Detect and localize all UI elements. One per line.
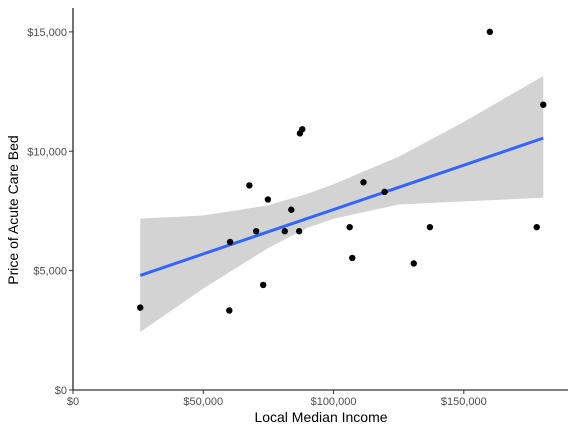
data-points-layer [137, 28, 547, 314]
data-point [137, 304, 144, 311]
data-point [360, 179, 367, 186]
data-point [226, 238, 234, 246]
ticks-layer: $0 $50,000 $100,000 $150,000 $0 $5,000 $10,000… [27, 27, 487, 408]
x-tick-label: $150,000 [441, 396, 487, 408]
data-point [486, 28, 494, 36]
regression-line [139, 136, 544, 277]
data-point [381, 188, 388, 196]
x-axis-title: Local Median Income [254, 409, 387, 425]
data-point [426, 223, 434, 231]
y-tick-label: $15,000 [27, 27, 67, 39]
data-point [533, 223, 540, 231]
confidence-band [140, 76, 544, 332]
data-point [295, 228, 303, 235]
data-point [281, 228, 289, 235]
axes-layer [72, 8, 568, 391]
y-tick-label: $5,000 [33, 266, 67, 278]
data-point [264, 196, 272, 203]
x-tick-label: $100,000 [311, 396, 357, 408]
data-point [346, 223, 353, 231]
x-tick-label: $0 [67, 396, 79, 408]
data-point [540, 101, 547, 108]
y-axis-title: Price of Acute Care Bed [5, 135, 21, 284]
y-tick-label: $0 [55, 385, 67, 397]
data-point [246, 182, 253, 189]
data-point [288, 206, 295, 213]
data-point [349, 254, 356, 262]
confidence-band-layer [140, 76, 544, 332]
trend-line-layer [139, 136, 544, 277]
x-tick-label: $50,000 [183, 396, 223, 408]
data-point [252, 228, 260, 235]
data-point [226, 307, 233, 314]
data-point [299, 126, 306, 133]
data-point [259, 281, 267, 289]
y-tick-label: $10,000 [27, 146, 67, 158]
data-point [410, 260, 417, 267]
